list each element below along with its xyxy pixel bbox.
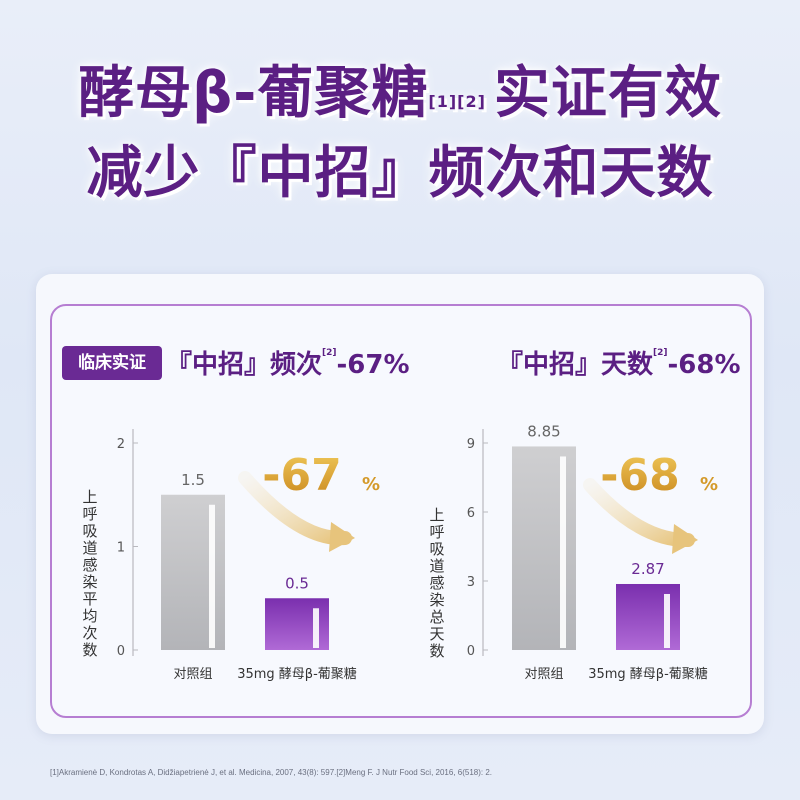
- chart-2-title-change: -68%: [667, 350, 741, 380]
- chart-2-title: 『中招』天数[2]-68%: [497, 344, 741, 381]
- chart-2-title-reference: [2]: [653, 348, 668, 358]
- chart-1-tick-label: 1: [117, 541, 125, 556]
- chart-2-tick-label: 6: [467, 506, 475, 521]
- chart-2-title-text: 『中招』天数: [497, 350, 654, 380]
- chart-1-title-reference: [2]: [322, 348, 337, 358]
- chart-2-change-unit: %: [700, 474, 718, 495]
- chart-2-trend-arrowhead: [672, 524, 698, 554]
- headline-line-2: 减少『中招』频次和天数: [86, 141, 714, 206]
- chart-2-category-label: 对照组: [524, 667, 563, 682]
- chart-1-y-axis-label: 上呼吸道感染平均次数: [82, 488, 98, 659]
- chart-1-value-label: 1.5: [181, 471, 205, 489]
- chart-2-category-label: 35mg 酵母β-葡聚糖: [588, 666, 708, 682]
- chart-1-bar-highlight: [209, 504, 215, 648]
- chart-1-title-change: -67%: [336, 350, 410, 380]
- headline-line-1: 酵母β-葡聚糖[1][2] 实证有效: [0, 58, 800, 130]
- chart-2-bar-control: [512, 446, 576, 650]
- chart-2-y-axis-label: 上呼吸道感染总天数: [429, 506, 445, 660]
- chart-1-bar-control: [161, 494, 225, 650]
- chart-2-tick-label: 9: [467, 437, 475, 452]
- chart-2-value-label: 8.85: [527, 422, 560, 440]
- chart-1-trend-arrowhead: [329, 522, 355, 552]
- chart-2-bar-treatment: [616, 583, 680, 650]
- chart-2-bar-highlight: [664, 593, 670, 648]
- chart-1-tick-label: 0: [117, 644, 125, 659]
- headline-product: 酵母β-葡聚糖: [78, 61, 429, 126]
- clinical-badge: 临床实证: [62, 346, 162, 380]
- chart-1-change-annotation: -67: [262, 450, 342, 501]
- chart-1-category-label: 35mg 酵母β-葡聚糖: [237, 666, 357, 682]
- chart-1-title-text: 『中招』频次: [166, 350, 323, 380]
- chart-1-tick-label: 2: [117, 437, 125, 452]
- chart-1-value-label: 0.5: [285, 574, 309, 592]
- headline-claim: 实证有效: [493, 61, 722, 126]
- headline-reference: [1][2]: [428, 92, 486, 111]
- chart-2-value-label: 2.87: [631, 560, 664, 578]
- chart-1-bar-highlight: [313, 608, 319, 648]
- chart-1-title: 『中招』频次[2]-67%: [166, 344, 410, 381]
- chart-2-tick-label: 3: [467, 575, 475, 590]
- references-footnote: [1]Akramienė D, Kondrotas A, Didžiapetri…: [50, 768, 493, 777]
- chart-1-change-unit: %: [362, 474, 380, 495]
- chart-2-bar-highlight: [560, 456, 566, 648]
- chart-2-change-annotation: -68: [600, 450, 680, 501]
- chart-1-category-label: 对照组: [173, 667, 212, 682]
- chart-2-tick-label: 0: [467, 644, 475, 659]
- chart-1-bar-treatment: [265, 598, 329, 650]
